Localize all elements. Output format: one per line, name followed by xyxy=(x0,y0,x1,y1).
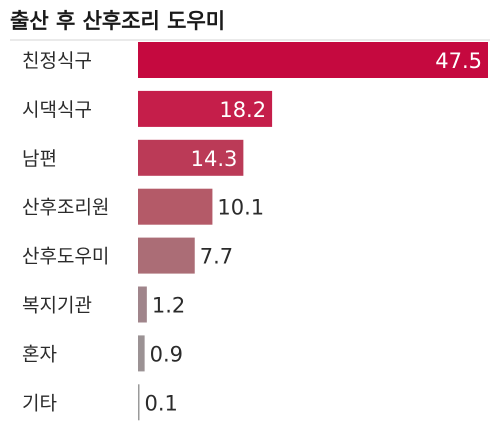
bar-7 xyxy=(138,335,145,372)
value-label-7: 0.9 xyxy=(150,342,183,366)
bar-row-1: 친정식구 47.5 xyxy=(22,42,488,78)
chart-title: 출산 후 산후조리 도우미 xyxy=(10,9,225,33)
bar-row-4: 산후조리원 10.1 xyxy=(22,188,264,225)
value-label-6: 1.2 xyxy=(152,294,185,318)
bar-row-3: 남편 14.3 xyxy=(22,139,244,176)
category-label-3: 남편 xyxy=(22,148,57,170)
value-label-2: 18.2 xyxy=(219,98,266,122)
bars-layer: 친정식구 47.5 시댁식구 18.2 남편 14.3 산후조리원 10.1 산후도우미 7.7 복… xyxy=(22,42,488,421)
value-label-3: 14.3 xyxy=(191,147,238,171)
bar-5 xyxy=(138,237,195,274)
category-label-2: 시댁식구 xyxy=(22,99,92,121)
category-label-7: 혼자 xyxy=(22,343,57,365)
bar-row-8: 기타 0.1 xyxy=(22,384,178,421)
category-label-6: 복지기관 xyxy=(22,295,92,317)
bar-6 xyxy=(138,286,147,323)
value-label-5: 7.7 xyxy=(200,245,233,269)
bar-row-2: 시댁식구 18.2 xyxy=(22,90,273,127)
bar-8 xyxy=(138,384,140,421)
category-label-5: 산후도우미 xyxy=(22,246,109,268)
bar-row-5: 산후도우미 7.7 xyxy=(22,237,233,274)
category-label-8: 기타 xyxy=(22,392,57,414)
bar-row-6: 복지기관 1.2 xyxy=(22,286,185,323)
bar-2 xyxy=(138,90,273,127)
category-label-4: 산후조리원 xyxy=(22,197,109,219)
category-label-1: 친정식구 xyxy=(22,50,92,72)
bar-1 xyxy=(138,42,488,78)
bar-row-7: 혼자 0.9 xyxy=(22,335,183,372)
bar-3 xyxy=(138,139,244,176)
value-label-4: 10.1 xyxy=(217,196,264,220)
value-label-1: 47.5 xyxy=(435,49,482,73)
value-label-8: 0.1 xyxy=(145,391,178,415)
bar-4 xyxy=(138,188,213,225)
